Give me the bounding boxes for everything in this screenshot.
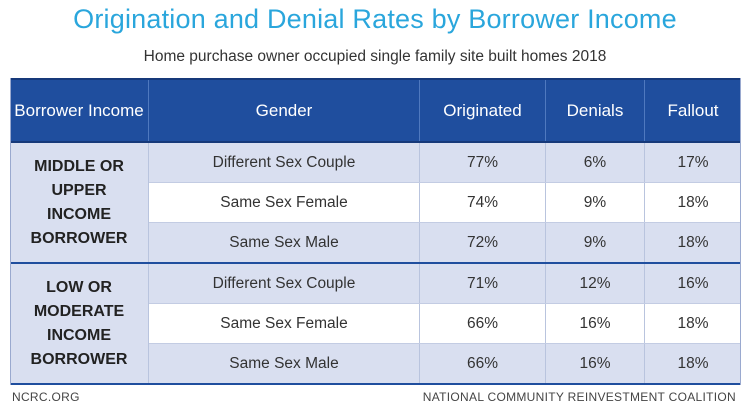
table-border-left — [10, 78, 11, 385]
cell-denials: 9% — [583, 234, 607, 251]
row-divider — [149, 303, 741, 304]
chart-subtitle: Home purchase owner occupied single fami… — [143, 48, 607, 65]
group-divider — [10, 262, 741, 264]
header-divider — [644, 80, 645, 141]
cell-originated: 77% — [466, 154, 499, 171]
column-divider — [644, 143, 645, 182]
column-divider — [148, 143, 149, 262]
cell-gender: Same Sex Male — [229, 234, 339, 251]
column-divider — [545, 304, 546, 343]
cell-originated: 66% — [466, 315, 499, 332]
table-row: Same Sex Female 74% 9% 18% — [149, 183, 741, 222]
group-divider — [10, 383, 741, 385]
table-row: Same Sex Male 72% 9% 18% — [149, 223, 741, 262]
column-divider — [545, 264, 546, 303]
row-divider — [149, 343, 741, 344]
cell-denials: 16% — [579, 355, 611, 372]
header-divider — [148, 80, 149, 141]
table-row: Same Sex Male 66% 16% 18% — [149, 344, 741, 383]
group-label-line: INCOME BORROWER — [30, 205, 128, 247]
header-divider — [545, 80, 546, 141]
cell-originated: 72% — [466, 234, 499, 251]
column-divider — [545, 183, 546, 222]
column-divider — [419, 183, 420, 222]
cell-gender: Same Sex Female — [220, 315, 348, 332]
column-divider — [419, 223, 420, 262]
cell-denials: 16% — [579, 315, 611, 332]
cell-gender: Different Sex Couple — [212, 154, 356, 171]
column-header-originated: Originated — [443, 101, 522, 120]
row-divider — [149, 182, 741, 183]
row-divider — [149, 222, 741, 223]
cell-gender: Different Sex Couple — [212, 275, 356, 292]
header-divider — [419, 80, 420, 141]
table-row: Different Sex Couple 71% 12% 16% — [149, 264, 741, 303]
table-header-row: Borrower Income Gender Originated Denial… — [10, 78, 741, 143]
column-header-fallout: Fallout — [667, 101, 719, 120]
cell-originated: 74% — [466, 194, 499, 211]
cell-denials: 6% — [583, 154, 607, 171]
column-divider — [419, 264, 420, 303]
cell-originated: 71% — [466, 275, 499, 292]
cell-fallout: 17% — [677, 154, 709, 171]
column-divider — [644, 183, 645, 222]
rates-table: Borrower Income Gender Originated Denial… — [10, 78, 741, 385]
footer-site: NCRC.ORG — [12, 390, 80, 404]
cell-fallout: 18% — [677, 355, 709, 372]
table-row: Same Sex Female 66% 16% 18% — [149, 304, 741, 343]
footer-organization: NATIONAL COMMUNITY REINVESTMENT COALITIO… — [422, 390, 736, 404]
cell-originated: 66% — [466, 355, 499, 372]
cell-fallout: 18% — [677, 234, 709, 251]
table-group: MIDDLE OR UPPER INCOME BORROWER Different … — [10, 143, 741, 262]
column-divider — [644, 223, 645, 262]
group-label-line: MIDDLE OR UPPER — [34, 157, 124, 199]
column-divider — [148, 264, 149, 383]
column-divider — [545, 223, 546, 262]
group-label-line: INCOME BORROWER — [30, 326, 128, 368]
column-divider — [419, 143, 420, 182]
table-group: LOW OR MODERATE INCOME BORROWER Different … — [10, 264, 741, 383]
column-divider — [644, 304, 645, 343]
cell-gender: Same Sex Male — [229, 355, 339, 372]
cell-denials: 9% — [583, 194, 607, 211]
group-label-borrower-income: MIDDLE OR UPPER INCOME BORROWER — [10, 143, 148, 262]
column-header-borrower-income: Borrower Income — [14, 101, 144, 120]
cell-gender: Same Sex Female — [220, 194, 348, 211]
cell-fallout: 18% — [677, 315, 709, 332]
column-divider — [419, 304, 420, 343]
column-divider — [419, 344, 420, 383]
table-row: Different Sex Couple 77% 6% 17% — [149, 143, 741, 182]
chart-title: Origination and Denial Rates by Borrower… — [73, 4, 677, 34]
column-divider — [545, 344, 546, 383]
cell-fallout: 18% — [677, 194, 709, 211]
table-border-right — [740, 78, 741, 385]
cell-fallout: 16% — [677, 275, 709, 292]
group-label-line: LOW OR MODERATE — [33, 278, 125, 320]
column-header-denials: Denials — [566, 101, 624, 120]
group-label-borrower-income: LOW OR MODERATE INCOME BORROWER — [10, 264, 148, 383]
column-divider — [644, 264, 645, 303]
column-divider — [644, 344, 645, 383]
column-header-gender: Gender — [255, 101, 313, 120]
column-divider — [545, 143, 546, 182]
cell-denials: 12% — [579, 275, 611, 292]
